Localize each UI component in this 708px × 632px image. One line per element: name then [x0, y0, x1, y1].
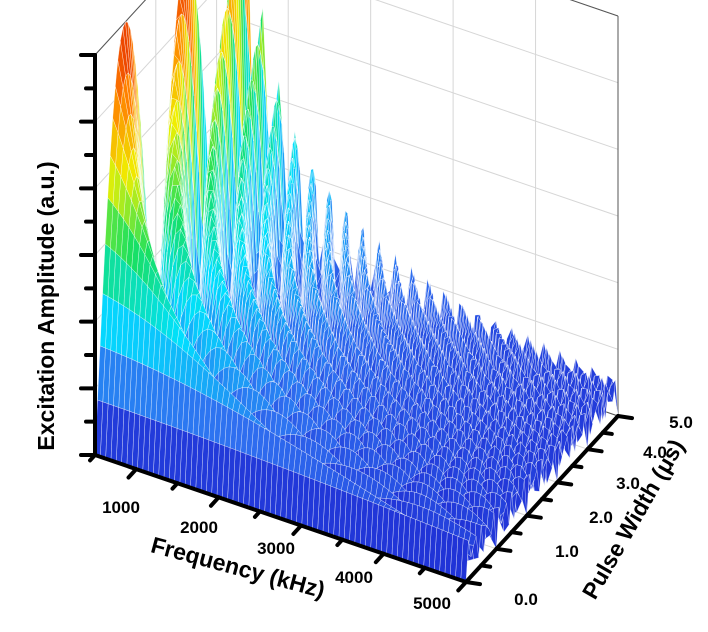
y-tick-mark	[464, 580, 482, 587]
x-axis-line	[93, 453, 468, 584]
y-tick-mark	[616, 414, 634, 421]
x-tick-label: 3000	[257, 539, 295, 558]
y-tick-label: 2.0	[589, 508, 613, 527]
z-axis-title: Excitation Amplitude (a.u.)	[33, 161, 59, 450]
grid-line	[246, 21, 619, 150]
y-tick-label: 5.0	[669, 413, 693, 432]
y-tick-mark	[524, 513, 543, 520]
x-tick-mark	[417, 565, 427, 576]
y-tick-label: 4.0	[643, 443, 667, 462]
x-axis-title: Frequency (kHz)	[148, 532, 328, 603]
x-tick-mark	[170, 481, 180, 491]
y-tick-mark	[585, 447, 604, 454]
y-tick-mark	[600, 430, 614, 436]
x-tick-mark	[335, 537, 345, 548]
x-tick-label: 2000	[180, 518, 218, 537]
y-tick-mark	[570, 463, 584, 470]
y-tick-mark	[540, 497, 553, 503]
y-tick-mark	[494, 546, 513, 553]
surface-layer	[94, 0, 619, 583]
x-tick-label: 5000	[413, 594, 451, 613]
x-tick-mark	[291, 523, 304, 536]
x-tick-labels: 1000 2000 3000 4000 5000	[102, 498, 451, 613]
surface-cell	[244, 0, 248, 29]
x-tick-label: 4000	[335, 568, 373, 587]
grid-line	[246, 88, 619, 217]
surface-cell	[245, 0, 251, 63]
y-tick-label: 3.0	[616, 474, 640, 493]
grid-line	[246, 155, 619, 284]
y-tick-mark	[479, 563, 493, 569]
y-tick-mark	[555, 480, 574, 487]
x-tick-mark	[208, 495, 221, 508]
x-tick-mark	[373, 551, 386, 565]
grid-line	[374, 0, 619, 84]
grid-line	[569, 0, 619, 17]
box-edge	[569, 0, 619, 17]
y-tick-label: 1.0	[555, 542, 579, 561]
box-edge	[94, 0, 147, 56]
x-tick-label: 1000	[102, 498, 140, 517]
y-tick-label: 0.0	[514, 590, 538, 609]
axes-layer	[79, 53, 634, 593]
x-tick-mark	[126, 467, 139, 480]
y-tick-labels: 0.0 1.0 2.0 3.0 4.0 5.0	[514, 413, 693, 609]
y-tick-mark	[509, 530, 523, 536]
x-tick-mark	[252, 509, 262, 519]
